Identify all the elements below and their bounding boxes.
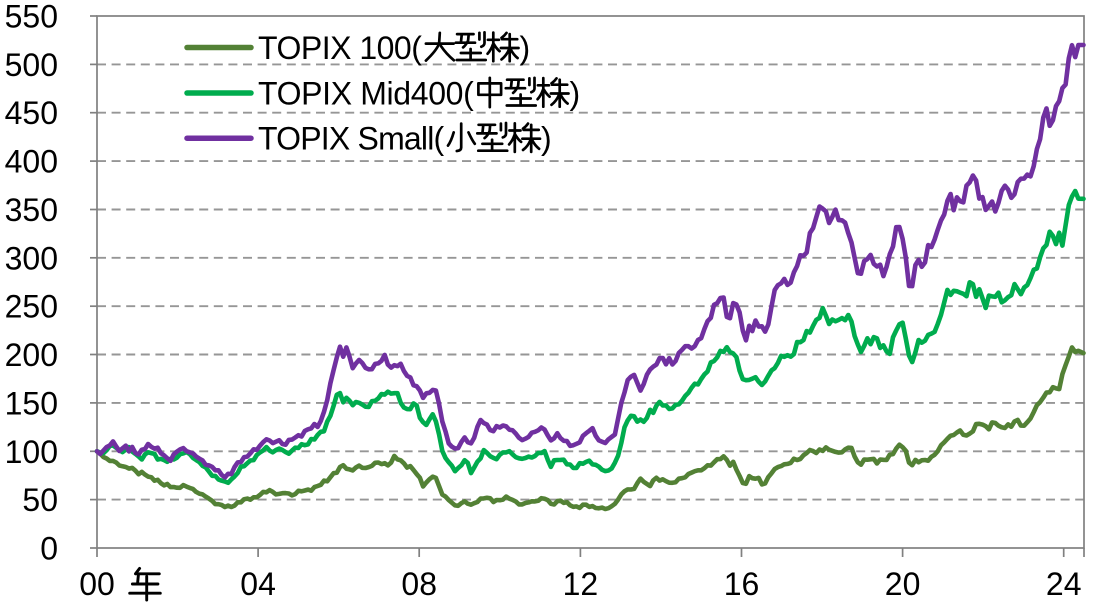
svg-text:50: 50 bbox=[22, 482, 58, 518]
svg-text:TOPIX 100(: TOPIX 100( bbox=[258, 30, 422, 66]
svg-text:0: 0 bbox=[40, 531, 58, 567]
svg-text:500: 500 bbox=[5, 47, 58, 83]
svg-text:04: 04 bbox=[240, 566, 276, 602]
svg-text:TOPIX Small(: TOPIX Small( bbox=[258, 121, 445, 157]
svg-text:300: 300 bbox=[5, 240, 58, 276]
svg-text:00: 00 bbox=[79, 566, 115, 602]
svg-text:100: 100 bbox=[5, 434, 58, 470]
svg-text:550: 550 bbox=[5, 0, 58, 35]
svg-text:): ) bbox=[541, 121, 552, 157]
svg-text:TOPIX Mid400(: TOPIX Mid400( bbox=[258, 76, 474, 112]
svg-text:16: 16 bbox=[724, 566, 760, 602]
svg-text:250: 250 bbox=[5, 289, 58, 325]
svg-text:400: 400 bbox=[5, 144, 58, 180]
svg-text:12: 12 bbox=[563, 566, 599, 602]
svg-text:20: 20 bbox=[885, 566, 921, 602]
svg-text:08: 08 bbox=[401, 566, 437, 602]
svg-text:): ) bbox=[520, 30, 531, 66]
svg-text:): ) bbox=[570, 76, 581, 112]
svg-text:150: 150 bbox=[5, 385, 58, 421]
svg-text:450: 450 bbox=[5, 95, 58, 131]
svg-text:24: 24 bbox=[1046, 566, 1082, 602]
svg-text:350: 350 bbox=[5, 192, 58, 228]
svg-text:200: 200 bbox=[5, 337, 58, 373]
